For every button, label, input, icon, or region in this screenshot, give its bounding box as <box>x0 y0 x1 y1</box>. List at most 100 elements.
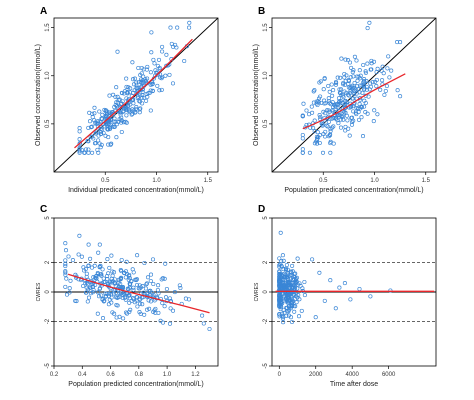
y-tick-label: 5 <box>263 216 269 220</box>
data-point <box>381 71 386 76</box>
data-point <box>157 65 162 70</box>
data-point <box>317 80 322 85</box>
x-axis-label: Time after dose <box>330 381 378 388</box>
x-tick-label: 1.5 <box>204 178 213 184</box>
data-point <box>81 265 86 270</box>
data-point <box>93 131 98 136</box>
data-point <box>328 139 333 144</box>
data-point <box>163 261 168 266</box>
data-point <box>311 89 316 94</box>
data-point <box>113 295 119 300</box>
data-point <box>343 57 348 62</box>
data-point <box>362 86 367 91</box>
data-point <box>111 123 116 128</box>
data-point <box>277 272 282 277</box>
data-point <box>101 276 106 281</box>
data-point <box>104 114 109 119</box>
data-point <box>115 100 120 105</box>
data-point <box>360 134 366 139</box>
data-point <box>96 150 101 155</box>
y-axis-label: CWRES <box>36 282 42 301</box>
data-point <box>121 293 126 298</box>
data-point <box>207 326 212 332</box>
data-point <box>280 314 285 319</box>
data-point <box>123 269 129 274</box>
data-point <box>314 134 319 139</box>
data-point <box>100 127 105 132</box>
data-point <box>167 321 173 326</box>
panel-label: A <box>40 6 47 17</box>
data-point <box>86 242 91 247</box>
y-tick-label: 2 <box>263 260 269 264</box>
data-point <box>292 275 297 280</box>
data-point <box>360 90 365 95</box>
data-point <box>140 89 145 94</box>
data-point <box>302 293 307 298</box>
data-point <box>323 111 328 116</box>
data-point <box>126 85 131 90</box>
data-point <box>106 302 111 307</box>
data-point <box>77 126 82 131</box>
data-point <box>150 88 155 93</box>
data-point <box>134 90 139 95</box>
data-point <box>352 91 357 97</box>
data-point <box>323 101 328 106</box>
y-axis-label: Observed concentration(mmol/L) <box>35 44 42 146</box>
data-point <box>330 116 336 121</box>
data-point <box>89 124 94 129</box>
data-point <box>63 248 69 253</box>
data-point <box>367 20 372 25</box>
data-point <box>103 279 108 284</box>
data-point <box>113 94 118 99</box>
data-point <box>365 61 370 66</box>
data-point <box>123 275 128 280</box>
data-point <box>369 58 374 63</box>
data-point <box>363 110 368 115</box>
data-point <box>90 111 95 116</box>
data-point <box>97 242 102 247</box>
data-point <box>134 105 139 110</box>
data-point <box>299 308 304 313</box>
data-point <box>155 83 160 88</box>
data-point <box>337 90 342 95</box>
data-point <box>136 94 141 99</box>
data-point <box>277 256 282 261</box>
data-point <box>136 286 141 291</box>
data-point <box>168 306 173 311</box>
data-point <box>182 58 187 64</box>
panel-C: C 0.2 0.4 0.6 0.8 1.0 1.2 -5 -2 0 2 5 Population pre… <box>36 204 219 388</box>
data-point <box>141 81 146 86</box>
data-point <box>142 260 147 266</box>
data-point <box>148 278 153 284</box>
data-point <box>297 297 302 302</box>
data-point <box>307 112 312 117</box>
y-axis-label: CWRES <box>254 282 260 301</box>
y-axis-label: Observed concentration(mmol/L) <box>253 44 260 146</box>
data-point <box>126 293 131 298</box>
data-point <box>319 121 324 126</box>
data-point <box>350 119 355 124</box>
data-point <box>343 124 348 129</box>
data-point <box>339 56 344 61</box>
data-point <box>177 283 182 288</box>
data-point <box>140 101 145 106</box>
data-point <box>286 304 291 309</box>
data-point <box>357 286 362 292</box>
data-point <box>152 308 157 313</box>
data-point <box>86 295 92 300</box>
data-point <box>158 75 163 80</box>
data-point <box>395 88 400 93</box>
data-point <box>341 82 346 87</box>
data-point <box>151 281 156 287</box>
data-point <box>169 41 174 46</box>
data-point <box>374 84 379 89</box>
data-point <box>170 308 176 313</box>
data-point <box>85 299 90 304</box>
plot-frame <box>271 17 437 173</box>
data-point <box>172 290 177 295</box>
x-tick-label: 0.2 <box>50 372 59 378</box>
data-point <box>178 285 183 291</box>
data-point <box>326 96 331 101</box>
data-point <box>333 306 338 311</box>
data-point <box>100 316 106 321</box>
